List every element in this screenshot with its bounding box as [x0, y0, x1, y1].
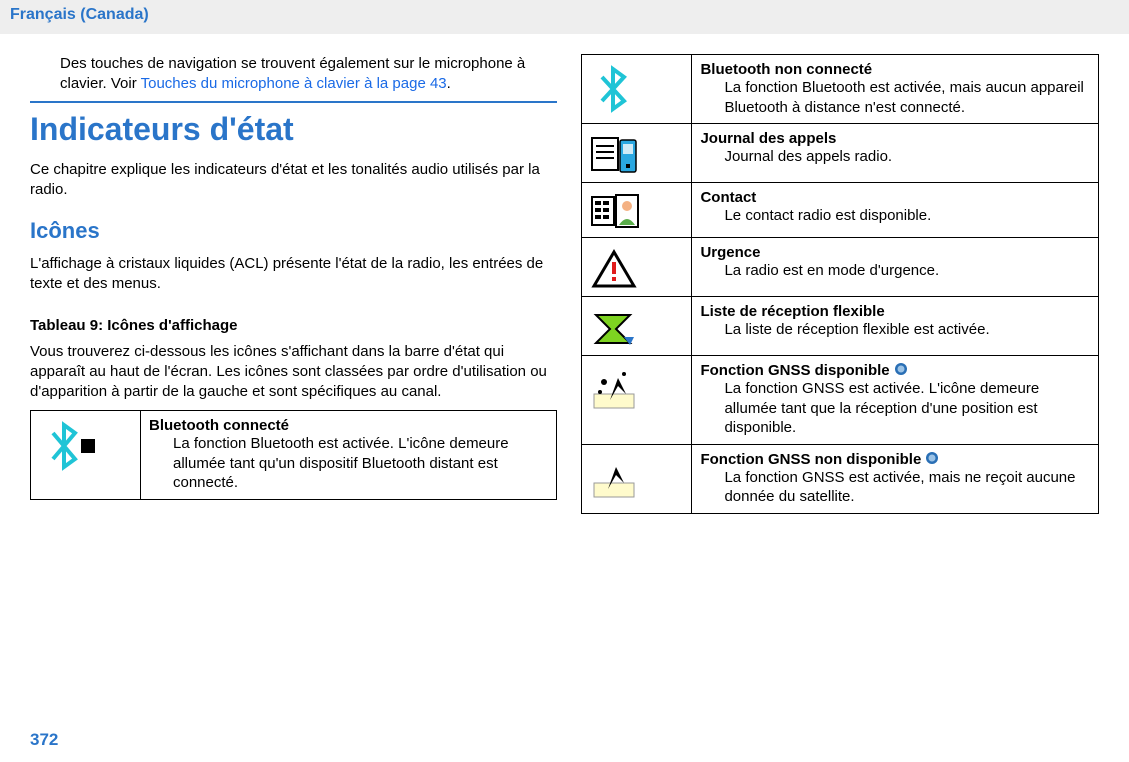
row-title: Bluetooth connecté [149, 417, 289, 434]
content-columns: Des touches de navigation se trouvent ég… [0, 34, 1129, 514]
page-number: 372 [30, 730, 58, 750]
table-row: Bluetooth non connecté La fonction Bluet… [582, 55, 1099, 124]
row-desc: La fonction GNSS est activée, mais ne re… [724, 468, 1090, 507]
icon-cell [582, 297, 692, 356]
row-title-text: Fonction GNSS disponible [700, 362, 893, 379]
table-row: Contact Le contact radio est disponible. [582, 183, 1099, 238]
keypad-mic-link[interactable]: Touches du microphone à clavier à la pag… [141, 75, 447, 92]
row-title-text: Fonction GNSS non disponible [700, 451, 925, 468]
desc-cell: Fonction GNSS disponible La fonction GNS… [692, 356, 1099, 445]
emergency-icon [590, 248, 638, 290]
icon-cell [582, 183, 692, 238]
status-indicators-heading: Indicateurs d'état [30, 111, 557, 148]
desc-cell: Contact Le contact radio est disponible. [692, 183, 1099, 238]
row-desc: La fonction GNSS est activée. L'icône de… [724, 379, 1090, 438]
table-row: Urgence La radio est en mode d'urgence. [582, 238, 1099, 297]
row-title: Liste de réception flexible [700, 303, 884, 320]
row-desc: Le contact radio est disponible. [724, 206, 1090, 226]
table-row: Bluetooth connecté La fonction Bluetooth… [31, 411, 557, 500]
bluetooth-connected-icon [39, 421, 99, 471]
table-row: Liste de réception flexible La liste de … [582, 297, 1099, 356]
gnss-available-icon [590, 366, 638, 412]
icon-table-right: Bluetooth non connecté La fonction Bluet… [581, 54, 1099, 514]
row-title: Bluetooth non connecté [700, 61, 872, 78]
row-title: Urgence [700, 244, 760, 261]
row-title: Contact [700, 189, 756, 206]
desc-cell: Urgence La radio est en mode d'urgence. [692, 238, 1099, 297]
icon-cell [582, 55, 692, 124]
table-row: Fonction GNSS non disponible La fonction… [582, 444, 1099, 513]
desc-cell: Journal des appels Journal des appels ra… [692, 124, 1099, 183]
row-desc: La fonction Bluetooth est activée. L'icô… [173, 434, 548, 493]
call-log-icon [590, 134, 640, 176]
row-desc: La liste de réception flexible est activ… [724, 320, 1090, 340]
row-desc: La fonction Bluetooth est activée, mais … [724, 78, 1090, 117]
table-caption: Tableau 9: Icônes d'affichage [30, 317, 557, 334]
footnote-icon [925, 451, 939, 465]
desc-cell: Bluetooth non connecté La fonction Bluet… [692, 55, 1099, 124]
desc-cell: Bluetooth connecté La fonction Bluetooth… [141, 411, 557, 500]
left-column: Des touches de navigation se trouvent ég… [30, 54, 557, 514]
intro-paragraph: Des touches de navigation se trouvent ég… [60, 54, 557, 95]
gnss-unavailable-icon [590, 455, 638, 501]
desc-cell: Liste de réception flexible La liste de … [692, 297, 1099, 356]
table-row: Fonction GNSS disponible La fonction GNS… [582, 356, 1099, 445]
footnote-icon [894, 362, 908, 376]
table-row: Journal des appels Journal des appels ra… [582, 124, 1099, 183]
right-column: Bluetooth non connecté La fonction Bluet… [581, 54, 1099, 514]
contact-icon [590, 193, 640, 231]
language-header: Français (Canada) [0, 0, 1129, 34]
icons-heading: Icônes [30, 218, 557, 244]
intro-text-2: . [447, 75, 451, 92]
icon-cell [31, 411, 141, 500]
row-title: Fonction GNSS disponible [700, 362, 907, 379]
icon-cell [582, 356, 692, 445]
row-desc: La radio est en mode d'urgence. [724, 261, 1090, 281]
table-intro: Vous trouverez ci-dessous les icônes s'a… [30, 342, 557, 403]
row-desc: Journal des appels radio. [724, 147, 1090, 167]
row-title: Fonction GNSS non disponible [700, 451, 939, 468]
lcd-description: L'affichage à cristaux liquides (ACL) pr… [30, 254, 557, 295]
chapter-description: Ce chapitre explique les indicateurs d'é… [30, 160, 557, 201]
bluetooth-icon [590, 65, 638, 113]
section-divider [30, 101, 557, 103]
icon-cell [582, 444, 692, 513]
icon-cell [582, 238, 692, 297]
icon-table-left: Bluetooth connecté La fonction Bluetooth… [30, 410, 557, 500]
desc-cell: Fonction GNSS non disponible La fonction… [692, 444, 1099, 513]
flexible-receive-list-icon [590, 307, 638, 349]
row-title: Journal des appels [700, 130, 836, 147]
icon-cell [582, 124, 692, 183]
